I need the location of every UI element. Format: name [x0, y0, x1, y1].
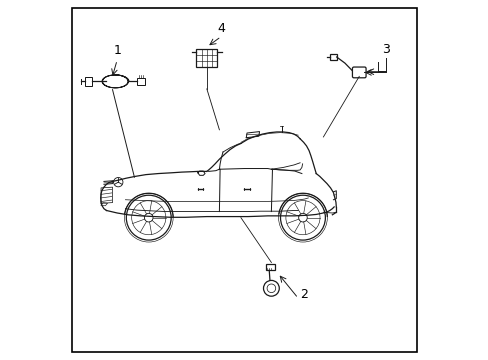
Text: 2: 2 [299, 288, 307, 301]
Text: 1: 1 [113, 44, 121, 57]
Bar [196, 49, 217, 67]
Bar [329, 54, 336, 60]
Bar [137, 78, 144, 85]
Text: 3: 3 [382, 42, 389, 55]
Text: 4: 4 [217, 22, 224, 35]
Bar [265, 264, 274, 270]
Bar [85, 77, 92, 86]
